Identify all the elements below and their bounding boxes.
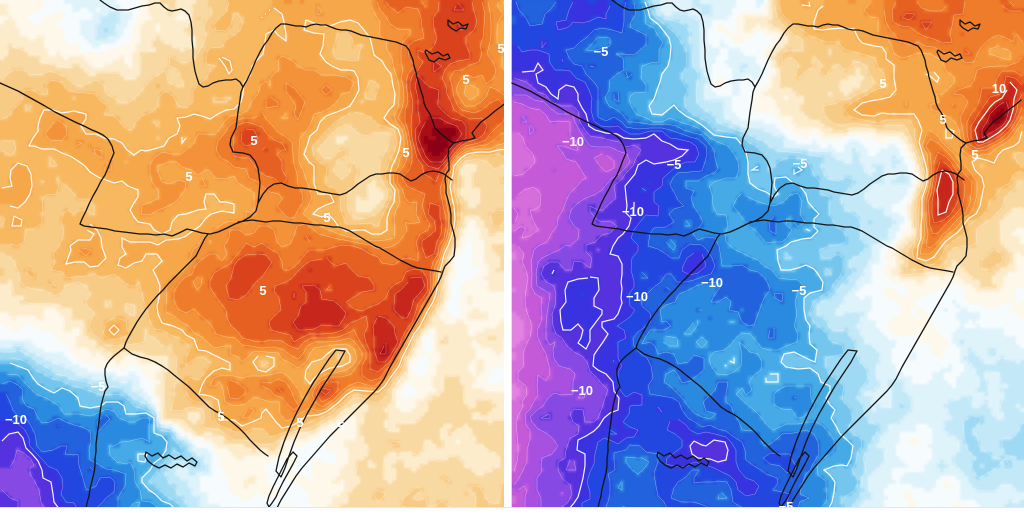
svg-text:10: 10: [992, 81, 1006, 96]
svg-text:−10: −10: [5, 412, 27, 427]
svg-text:−10: −10: [562, 134, 584, 149]
svg-text:5: 5: [337, 419, 344, 434]
svg-text:5: 5: [259, 283, 266, 298]
svg-text:−5: −5: [793, 156, 808, 171]
svg-text:−10: −10: [626, 289, 648, 304]
svg-text:5: 5: [296, 415, 303, 430]
svg-text:−10: −10: [571, 383, 593, 398]
svg-text:5: 5: [217, 409, 224, 424]
svg-text:5: 5: [402, 145, 409, 160]
svg-text:5: 5: [497, 41, 504, 56]
svg-text:−10: −10: [701, 275, 723, 290]
svg-text:5: 5: [250, 133, 257, 148]
svg-text:5: 5: [879, 76, 886, 91]
svg-text:5: 5: [971, 147, 978, 162]
svg-text:5: 5: [323, 210, 330, 225]
svg-text:−5: −5: [91, 379, 106, 394]
svg-text:−10: −10: [622, 204, 644, 219]
svg-text:5: 5: [462, 72, 469, 87]
svg-text:−5: −5: [792, 283, 807, 298]
svg-text:5: 5: [185, 169, 192, 184]
svg-text:5: 5: [939, 112, 946, 127]
svg-text:−5: −5: [667, 157, 682, 172]
svg-text:−5: −5: [594, 44, 609, 59]
